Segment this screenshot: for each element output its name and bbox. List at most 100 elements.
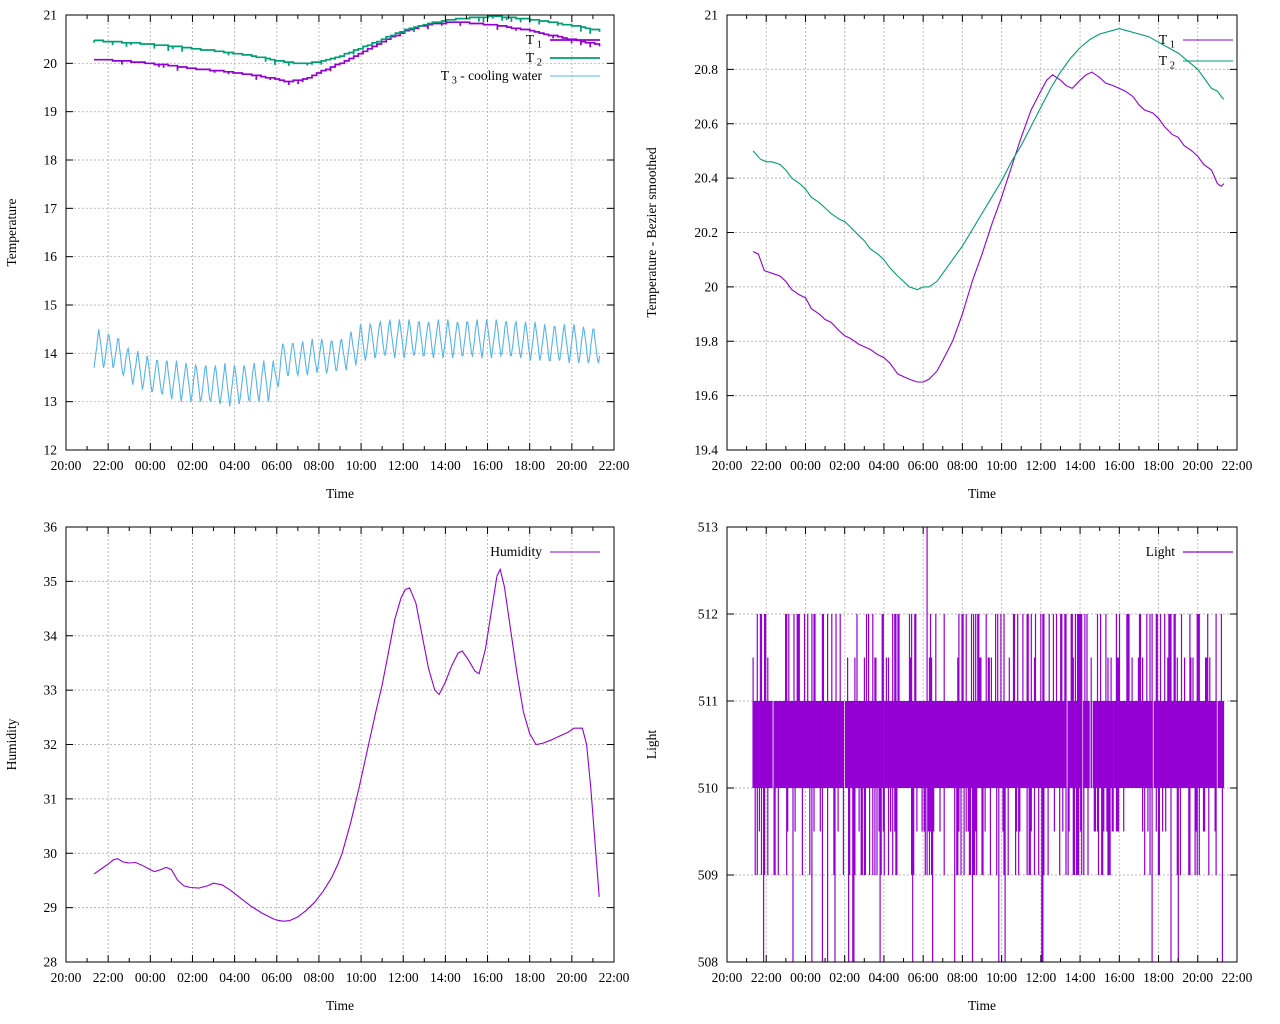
x-tick-label: 22:00 [1222, 970, 1253, 985]
series-group [752, 527, 1225, 962]
y-tick-label: 20.4 [694, 171, 718, 186]
humidity-plot-svg: 20:00 22:00 00:00 02:00 04:00 06:00 08:00 10:00… [4, 520, 630, 1014]
y-tick-label: 19.8 [694, 334, 718, 349]
x-tick-label: 08:00 [947, 458, 978, 473]
x-tick-label: 00:00 [790, 458, 821, 473]
grid [65, 14, 615, 451]
x-tick-label: 18:00 [514, 970, 545, 985]
legend-label: T 2 [526, 50, 542, 69]
y-tick-label: 15 [44, 298, 58, 313]
x-tick-label: 08:00 [304, 970, 335, 985]
chart-temperature: 20:00 22:00 00:00 02:00 04:00 06:00 08:00 10:00… [0, 0, 640, 512]
chart-humidity: 20:00 22:00 00:00 02:00 04:00 06:00 08:00 10:00… [0, 512, 640, 1024]
y-tick-label: 20.2 [694, 225, 718, 240]
axis-labels: 20:00 22:00 00:00 02:00 04:00 06:00 08:00 10:00… [44, 8, 630, 474]
y-tick-label: 509 [698, 868, 719, 883]
legend-label: Light [1146, 544, 1175, 559]
x-tick-label: 10:00 [346, 970, 377, 985]
series-t-1-noise-ticks [121, 22, 592, 85]
x-axis-title: Time [326, 998, 354, 1013]
x-tick-label: 08:00 [304, 458, 335, 473]
axis-labels: 20:00 22:00 00:00 02:00 04:00 06:00 08:00 10:00… [698, 520, 1253, 986]
y-tick-label: 14 [44, 346, 58, 361]
x-tick-label: 04:00 [869, 970, 900, 985]
x-tick-label: 20:00 [51, 458, 82, 473]
x-tick-label: 14:00 [1065, 458, 1096, 473]
x-tick-label: 14:00 [1065, 970, 1096, 985]
series-t-2-noise-ticks [93, 16, 592, 66]
axis-ticks [65, 14, 615, 451]
x-tick-label: 04:00 [219, 970, 250, 985]
y-tick-label: 19.4 [694, 443, 718, 458]
y-tick-label: 513 [698, 520, 719, 535]
grid [726, 14, 1238, 451]
legend-label: T 2 [1159, 53, 1175, 72]
x-tick-label: 00:00 [135, 458, 166, 473]
chart-temperature-bezier-smoothed: 20:00 22:00 00:00 02:00 04:00 06:00 08:00 10:00… [640, 0, 1280, 512]
x-tick-label: 02:00 [177, 458, 208, 473]
y-tick-label: 20.6 [694, 116, 718, 131]
grid [65, 526, 615, 963]
x-tick-label: 16:00 [472, 970, 503, 985]
x-tick-label: 08:00 [947, 970, 978, 985]
y-tick-label: 512 [698, 607, 718, 622]
x-tick-label: 06:00 [908, 970, 939, 985]
x-tick-label: 16:00 [1104, 970, 1135, 985]
x-axis-title: Time [968, 486, 996, 501]
y-tick-label: 30 [44, 846, 58, 861]
series-t-2 [752, 28, 1225, 291]
x-tick-label: 14:00 [430, 970, 461, 985]
y-tick-label: 21 [44, 8, 58, 23]
y-tick-label: 32 [44, 737, 58, 752]
legend-label: T 1 [1159, 32, 1175, 51]
legend: T 1T 2 [1159, 32, 1233, 72]
series-t-1 [752, 71, 1225, 383]
x-tick-label: 22:00 [599, 970, 630, 985]
y-tick-label: 29 [44, 900, 58, 915]
x-tick-label: 12:00 [1025, 458, 1056, 473]
legend: Light [1146, 544, 1233, 559]
legend-label: T 1 [526, 32, 542, 51]
x-tick-label: 04:00 [219, 458, 250, 473]
y-tick-label: 13 [44, 394, 58, 409]
x-tick-label: 16:00 [472, 458, 503, 473]
x-tick-label: 20:00 [556, 458, 587, 473]
x-tick-label: 20:00 [51, 970, 82, 985]
x-tick-label: 20:00 [712, 458, 743, 473]
series-group [752, 28, 1225, 383]
x-tick-label: 20:00 [556, 970, 587, 985]
y-tick-label: 36 [44, 520, 58, 535]
x-tick-label: 22:00 [751, 458, 782, 473]
series-t-3-cooling-water [93, 319, 601, 407]
x-tick-label: 00:00 [135, 970, 166, 985]
y-tick-label: 19.6 [694, 388, 718, 403]
chart-light: 20:00 22:00 00:00 02:00 04:00 06:00 08:00 10:00… [640, 512, 1280, 1024]
x-tick-label: 04:00 [869, 458, 900, 473]
legend-label: Humidity [490, 544, 542, 559]
x-tick-label: 22:00 [751, 970, 782, 985]
series-group [93, 15, 601, 407]
series-group [93, 567, 600, 922]
y-tick-label: 18 [44, 153, 58, 168]
y-tick-label: 31 [44, 791, 58, 806]
x-tick-label: 06:00 [261, 458, 292, 473]
y-axis-title: Temperature [4, 198, 19, 266]
x-tick-label: 18:00 [514, 458, 545, 473]
axis-ticks [726, 526, 1238, 963]
y-tick-label: 20 [705, 279, 719, 294]
series-t-1 [94, 21, 601, 83]
x-tick-label: 02:00 [177, 970, 208, 985]
axis-ticks [65, 526, 615, 963]
x-tick-label: 12:00 [388, 970, 419, 985]
y-tick-label: 510 [698, 781, 719, 796]
legend: Humidity [490, 544, 600, 559]
x-tick-label: 20:00 [1182, 970, 1213, 985]
x-tick-label: 12:00 [388, 458, 419, 473]
legend: T 1T 2T 3 - cooling water [441, 32, 600, 87]
y-axis-title: Humidity [4, 718, 19, 770]
series-light-spikes [752, 614, 1223, 962]
series-humidity [93, 567, 600, 922]
x-tick-label: 06:00 [908, 458, 939, 473]
y-tick-label: 20 [44, 56, 58, 71]
x-tick-label: 16:00 [1104, 458, 1135, 473]
